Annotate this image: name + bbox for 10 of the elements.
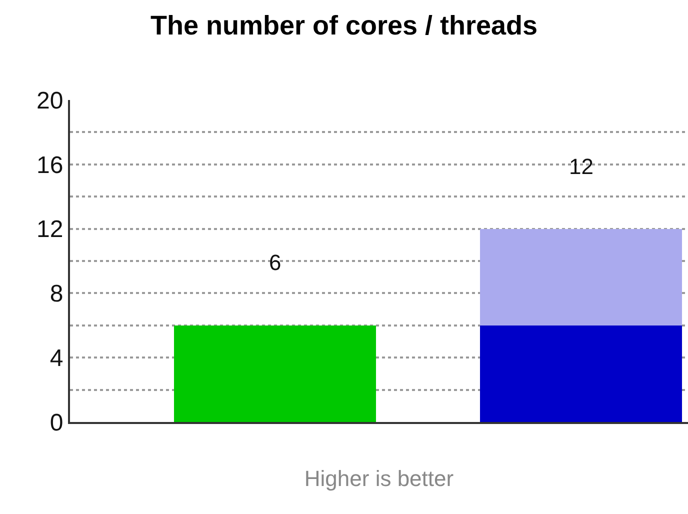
total-label: 12 bbox=[569, 154, 594, 179]
y-tick-label: 4 bbox=[50, 345, 64, 372]
x-axis-title: Higher is better bbox=[304, 466, 454, 491]
total-label: 6 bbox=[269, 250, 282, 275]
y-tick-label: 0 bbox=[50, 409, 64, 436]
y-tick-label: 16 bbox=[36, 152, 64, 179]
y-tick-label: 8 bbox=[50, 280, 64, 308]
y-tick-label: 20 bbox=[36, 87, 64, 114]
chart-title: The number of cores / threads bbox=[150, 10, 538, 40]
y-tick-label: 12 bbox=[36, 216, 64, 244]
